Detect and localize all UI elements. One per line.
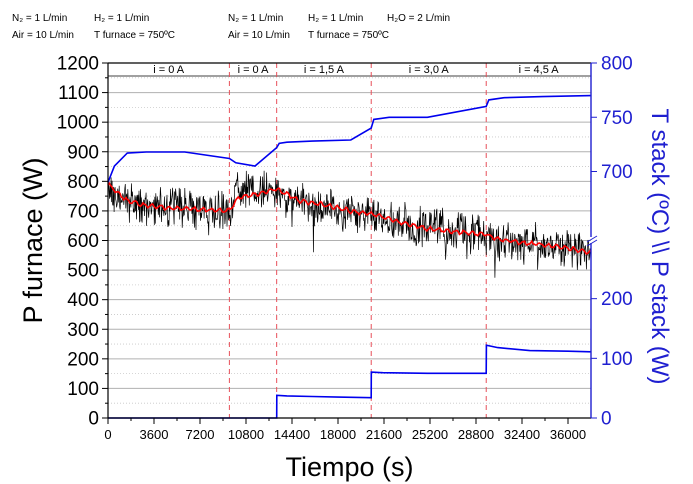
segment-band	[108, 63, 591, 76]
segment-label: i = 3,0 A	[409, 64, 450, 76]
header-g1-n2: N₂ = 1 L/min	[12, 13, 67, 24]
segment-label: i = 0 A	[153, 64, 185, 76]
right-lower-tick-label: 100	[601, 349, 633, 370]
y-tick-label: 1000	[57, 113, 99, 134]
x-tick-label: 10800	[228, 427, 264, 442]
y-tick-label: 500	[67, 261, 99, 282]
series-pstack	[108, 344, 592, 419]
header-g1-h2: H₂ = 1 L/min	[94, 13, 149, 24]
x-tick-label: 3600	[140, 427, 169, 442]
header-g1-tfurnace: T furnace = 750ºC	[94, 30, 175, 41]
segment-label: i = 0 A	[238, 64, 270, 76]
x-tick-label: 0	[104, 427, 111, 442]
y-tick-label: 200	[67, 349, 99, 370]
segment-label: i = 4,5 A	[519, 64, 560, 76]
y-tick-label: 1200	[57, 54, 99, 75]
y-tick-label: 0	[88, 409, 99, 430]
x-tick-label: 28800	[458, 427, 494, 442]
header-g2-air: Air = 10 L/min	[228, 30, 290, 41]
axis-break-mark	[586, 239, 598, 247]
header-g1-air: Air = 10 L/min	[12, 30, 74, 41]
conditions-header: N₂ = 1 L/min H₂ = 1 L/min Air = 10 L/min…	[12, 13, 450, 41]
x-tick-label: 25200	[412, 427, 448, 442]
y-axis-right-title: T stack (ºC) \\ P stack (W)	[646, 109, 673, 385]
header-g2-h2: H₂ = 1 L/min	[308, 13, 363, 24]
axis-break-mark	[586, 235, 598, 243]
y-tick-label: 300	[67, 320, 99, 341]
header-g2-tfurnace: T furnace = 750ºC	[308, 30, 389, 41]
y-tick-label: 700	[67, 201, 99, 222]
header-g2-n2: N₂ = 1 L/min	[228, 13, 283, 24]
right-lower-tick-label: 0	[601, 409, 612, 430]
y-tick-label: 900	[67, 142, 99, 163]
y-tick-label: 100	[67, 379, 99, 400]
plot-area: i = 0 A i = 0 A i = 1,5 A i = 3,0 A i = 4,5 …	[18, 54, 673, 483]
x-tick-label: 18000	[320, 427, 356, 442]
series-tstack	[107, 94, 592, 183]
y-tick-label: 600	[67, 231, 99, 252]
y-axis-left-title: P furnace (W)	[18, 157, 48, 323]
y-tick-label: 400	[67, 290, 99, 311]
y-tick-label: 1100	[58, 83, 99, 104]
segment-label: i = 1,5 A	[304, 64, 345, 76]
x-tick-label: 7200	[186, 427, 215, 442]
x-tick-label: 32400	[504, 427, 540, 442]
x-tick-label: 14400	[274, 427, 310, 442]
x-axis-title: Tiempo (s)	[285, 452, 413, 482]
x-tick-label: 36000	[550, 427, 586, 442]
series-pfurnace-average	[107, 181, 592, 255]
header-g2-h2o: H₂O = 2 L/min	[387, 13, 450, 24]
right-upper-tick-label: 700	[601, 162, 633, 183]
right-lower-tick-label: 200	[601, 289, 633, 310]
right-upper-tick-label: 750	[601, 108, 633, 129]
x-tick-label: 21600	[366, 427, 402, 442]
series-pfurnace-raw	[107, 170, 592, 278]
right-upper-tick-label: 800	[601, 54, 633, 75]
y-tick-label: 800	[67, 172, 99, 193]
